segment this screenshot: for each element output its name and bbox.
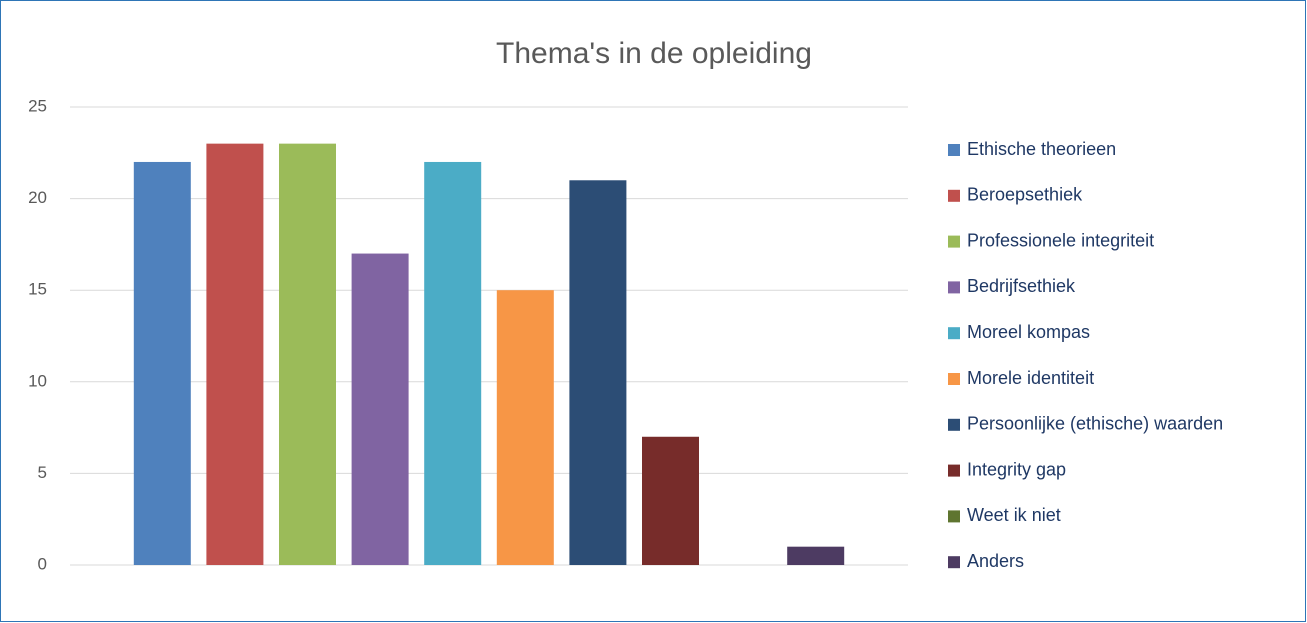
y-tick-label: 15 <box>28 280 47 299</box>
legend-swatch <box>948 510 960 523</box>
y-tick-label: 20 <box>28 188 47 207</box>
bar <box>351 253 409 565</box>
legend-label: Beroepsethiek <box>967 185 1083 205</box>
legend-swatch <box>948 373 960 385</box>
legend-swatch <box>948 144 960 156</box>
bar <box>569 180 627 565</box>
legend-label: Integrity gap <box>967 459 1066 479</box>
y-tick-label: 10 <box>28 371 47 390</box>
legend-swatch <box>948 281 960 294</box>
bar <box>133 161 191 565</box>
bar <box>642 436 699 565</box>
legend-swatch <box>948 556 960 569</box>
legend-label: Morele identiteit <box>967 368 1094 388</box>
chart-title: Thema's in de opleiding <box>496 37 812 70</box>
legend-label: Bedrijfsethiek <box>967 276 1076 296</box>
legend-label: Moreel kompas <box>967 322 1090 342</box>
legend-label: Persoonlijke (ethische) waarden <box>967 414 1223 434</box>
bar <box>424 161 482 565</box>
legend-swatch <box>948 418 960 431</box>
legend-label: Professionele integriteit <box>967 230 1154 250</box>
bar <box>206 143 264 565</box>
legend-label: Weet ik niet <box>967 505 1061 525</box>
legend-swatch <box>948 327 960 340</box>
bar <box>279 143 336 565</box>
y-tick-label: 5 <box>38 463 47 482</box>
legend-swatch <box>948 464 960 477</box>
y-tick-label: 25 <box>28 96 47 115</box>
bar <box>787 546 845 565</box>
bar <box>496 290 554 565</box>
legend-swatch <box>948 189 960 202</box>
legend-label: Ethische theorieen <box>967 139 1116 159</box>
legend-label: Anders <box>967 551 1024 571</box>
legend-swatch <box>948 235 960 248</box>
y-tick-label: 0 <box>38 554 47 573</box>
